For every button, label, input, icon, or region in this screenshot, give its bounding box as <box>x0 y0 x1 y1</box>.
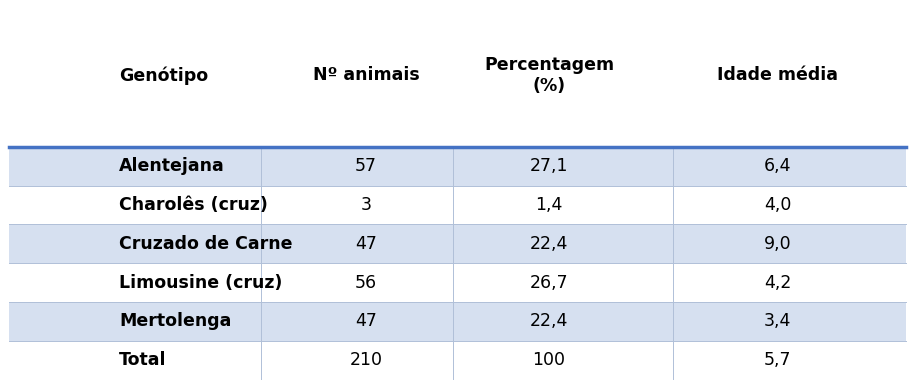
Text: 3: 3 <box>361 196 371 214</box>
Text: 47: 47 <box>355 235 377 253</box>
Text: 27,1: 27,1 <box>530 158 568 175</box>
Bar <box>9 302 906 341</box>
Bar <box>9 147 906 186</box>
Bar <box>9 263 906 302</box>
Text: 26,7: 26,7 <box>530 274 568 291</box>
Bar <box>9 341 906 379</box>
Text: Mertolenga: Mertolenga <box>119 312 231 330</box>
Text: 3,4: 3,4 <box>764 312 791 330</box>
Text: Cruzado de Carne: Cruzado de Carne <box>119 235 293 253</box>
Text: Nº animais: Nº animais <box>313 67 419 84</box>
Text: Idade média: Idade média <box>717 67 838 84</box>
Text: 210: 210 <box>350 351 382 369</box>
Text: 4,0: 4,0 <box>764 196 791 214</box>
Text: 9,0: 9,0 <box>764 235 791 253</box>
Text: 5,7: 5,7 <box>764 351 791 369</box>
Text: Total: Total <box>119 351 167 369</box>
Bar <box>9 186 906 224</box>
Text: 4,2: 4,2 <box>764 274 791 291</box>
Text: 6,4: 6,4 <box>764 158 791 175</box>
Text: Percentagem
(%): Percentagem (%) <box>484 56 614 95</box>
Text: Limousine (cruz): Limousine (cruz) <box>119 274 283 291</box>
Text: Charolês (cruz): Charolês (cruz) <box>119 196 268 214</box>
Text: 22,4: 22,4 <box>530 235 568 253</box>
Text: 22,4: 22,4 <box>530 312 568 330</box>
Text: 57: 57 <box>355 158 377 175</box>
Text: Alentejana: Alentejana <box>119 158 225 175</box>
Text: 47: 47 <box>355 312 377 330</box>
Bar <box>9 224 906 263</box>
Text: 1,4: 1,4 <box>535 196 563 214</box>
Text: 100: 100 <box>533 351 565 369</box>
Text: 56: 56 <box>355 274 377 291</box>
Text: Genótipo: Genótipo <box>119 66 208 85</box>
